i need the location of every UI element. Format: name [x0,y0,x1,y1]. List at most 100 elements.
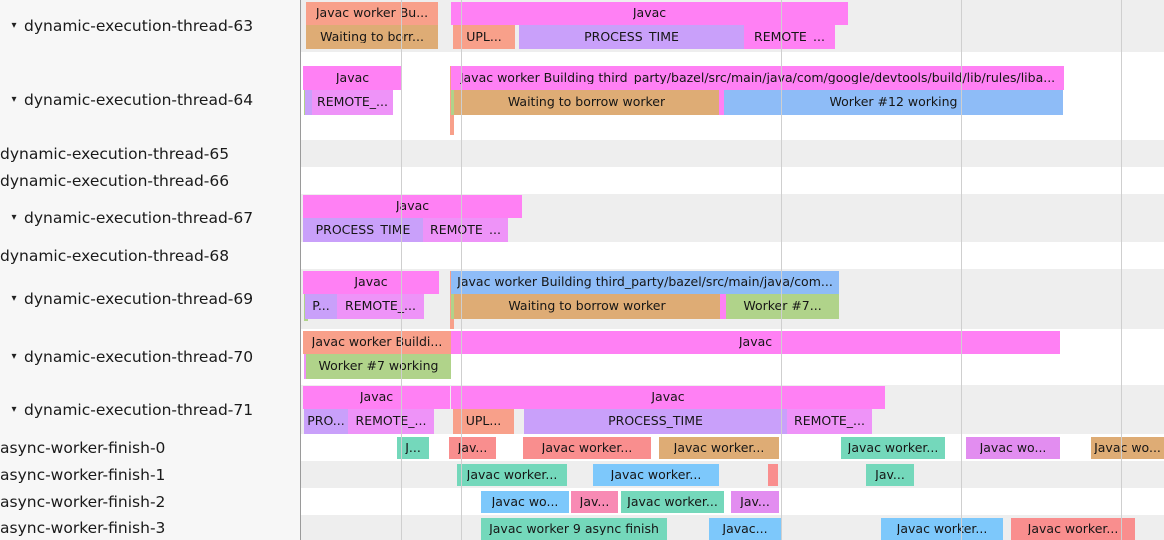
timeline-bar-label: REMOTE_... [355,415,427,428]
timeline-bar[interactable]: Javac worker... [881,518,1003,540]
thread-label-text: dynamic-execution-thread-69 [24,290,254,308]
timeline-bar[interactable]: Worker #7 working [306,354,451,379]
timeline-bar[interactable]: PROCESS_TIME [524,409,787,434]
timeline-bar[interactable]: Javac wo... [1091,437,1164,459]
chevron-down-icon[interactable]: ▾ [11,403,17,415]
timeline-bar-label: Javac worker Buildi... [311,336,443,349]
timeline-bar[interactable]: Javac worker... [457,464,567,486]
timeline-bar[interactable]: Javac [451,2,848,25]
timeline-bar[interactable]: Javac worker... [1011,518,1135,540]
timeline-bar[interactable]: Javac worker... [659,437,779,459]
timeline-bar[interactable]: Javac [303,386,450,409]
timeline-bar[interactable]: Javac worker Building third_party/bazel/… [451,66,1064,90]
timeline-bar[interactable]: Jav... [571,491,618,513]
thread-label-text: dynamic-execution-thread-71 [24,400,254,419]
timeline-bar[interactable] [305,90,312,115]
timeline-bar[interactable]: Javac worker Bu... [306,2,438,25]
timeline-bar-label: PROCESS_TIME [608,415,703,428]
sidebar-item-dynamic-execution-thread-65[interactable]: dynamic-execution-thread-65 [0,140,300,167]
timeline-bar-label: UPL... [465,415,502,428]
timeline-bar-label: Jav... [579,495,610,509]
timeline-bar-label: Javac [632,7,667,20]
chevron-down-icon[interactable]: ▾ [11,351,17,362]
sidebar-item-dynamic-execution-thread-66[interactable]: dynamic-execution-thread-66 [0,167,300,194]
timeline-bar-label: REMOTE_... [345,300,416,313]
timeline-bar[interactable]: REMOTE_... [787,409,872,434]
timeline-bar[interactable] [768,464,778,486]
time-gridline [961,0,962,540]
timeline-bar[interactable]: Javac worker... [621,491,724,513]
timeline-bar[interactable]: Javac wo... [481,491,569,513]
timeline-bar[interactable]: Javac [451,386,885,409]
timeline-bar[interactable]: P... [305,294,337,319]
thread-label-text: async-worker-finish-1 [0,465,166,484]
timeline-bar[interactable]: Jav... [731,491,779,513]
timeline-bar-label: Jav... [875,468,905,482]
timeline-bar[interactable]: PROCESS_TIME [303,218,423,242]
timeline-bar[interactable] [719,90,724,115]
sidebar-item-dynamic-execution-thread-63[interactable]: ▾ dynamic-execution-thread-63 [0,0,300,52]
timeline-bar[interactable]: UPL... [453,25,515,49]
chevron-down-icon[interactable]: ▾ [11,212,17,223]
sidebar-item-dynamic-execution-thread-64[interactable]: ▾ dynamic-execution-thread-64 [0,60,300,140]
timeline-bar[interactable]: Waiting to borrow worker [454,294,720,319]
chevron-down-icon[interactable]: ▾ [11,293,17,304]
timeline-bar[interactable]: REMOTE_... [348,409,434,434]
timeline-bar-label: Waiting to borr... [320,30,424,44]
thread-label-text: async-worker-finish-3 [0,518,166,537]
timeline-bar[interactable]: REMOTE_... [423,218,508,242]
timeline-bar-label: Javac worker... [896,522,988,536]
timeline-bar[interactable]: Javac worker... [841,437,945,459]
timeline-row-background [301,461,1164,488]
timeline-bar[interactable]: UPL... [453,409,514,434]
timeline-bar[interactable]: Javac worker Buildi... [303,331,451,354]
sidebar-item-async-worker-finish-1[interactable]: async-worker-finish-1 [0,461,300,488]
timeline-bar[interactable]: Javac... [709,518,781,540]
sidebar-item-async-worker-finish-0[interactable]: async-worker-finish-0 [0,434,300,461]
timeline-bar[interactable]: REMOTE_... [744,25,835,49]
timeline-bar[interactable]: REMOTE_... [312,90,393,115]
sidebar-item-async-worker-finish-3[interactable]: async-worker-finish-3 [0,515,300,540]
timeline-bar[interactable]: Javac [451,331,1060,354]
timeline-bar[interactable]: PROCESS_TIME [519,25,744,49]
timeline-bar[interactable]: Javac [303,195,522,218]
thread-label-text: dynamic-execution-thread-66 [0,171,230,190]
sidebar-item-async-worker-finish-2[interactable]: async-worker-finish-2 [0,488,300,515]
timeline-bar-label: Javac worker Bu... [315,7,429,20]
timeline-bar[interactable] [451,90,455,115]
chevron-down-icon[interactable]: ▾ [11,20,17,31]
sidebar-item-dynamic-execution-thread-68[interactable]: dynamic-execution-thread-68 [0,242,300,269]
timeline-bar[interactable]: Javac wo... [966,437,1060,459]
sidebar-item-dynamic-execution-thread-67[interactable]: ▾ dynamic-execution-thread-67 [0,194,300,242]
thread-label-text: async-worker-finish-0 [0,438,166,457]
timeline-bar[interactable]: Waiting to borr... [306,25,438,49]
timeline-bar[interactable]: PRO... [304,409,348,434]
timeline-bar[interactable]: J... [397,437,429,459]
thread-label-gutter: ▾ dynamic-execution-thread-63 ▾ dynamic-exe… [0,0,301,540]
timeline-bar[interactable]: REMOTE_... [337,294,424,319]
timeline-bar[interactable]: Javac worker... [523,437,651,459]
timeline-bar[interactable]: Javac worker... [593,464,719,486]
sidebar-item-dynamic-execution-thread-69[interactable]: ▾ dynamic-execution-thread-69 [0,269,300,329]
timeline-bar[interactable]: Jav... [866,464,914,486]
timeline-bar[interactable] [720,294,726,319]
timeline-bar-label: REMOTE_... [754,30,825,44]
timeline-bar[interactable]: Javac worker 9 async finish [481,518,667,540]
timeline-bar[interactable]: Javac worker Building third_party/bazel/… [451,271,839,294]
timeline-bar[interactable] [451,294,455,319]
time-gridline [401,0,402,540]
timeline-bar-label: Javac wo... [979,441,1047,455]
sidebar-item-dynamic-execution-thread-71[interactable]: ▾ dynamic-execution-thread-71 [0,385,300,434]
timeline-bar[interactable]: Worker #12 working [724,90,1063,115]
timeline-bar[interactable]: Worker #7... [726,294,839,319]
timeline-bar[interactable]: Javac [303,271,439,294]
chevron-down-icon[interactable]: ▾ [11,94,17,105]
sidebar-item-dynamic-execution-thread-70[interactable]: ▾ dynamic-execution-thread-70 [0,329,300,385]
timeline-canvas[interactable]: Javac worker Bu... Waiting to borr... Java… [301,0,1164,540]
timeline-bar[interactable]: Javac [303,66,402,90]
timeline-bar[interactable]: Waiting to borrow worker [454,90,719,115]
timeline-bar-label: Worker #7 working [318,360,439,373]
timeline-bar[interactable]: Jav... [449,437,496,459]
timeline-bar-label: Jav... [740,495,770,509]
